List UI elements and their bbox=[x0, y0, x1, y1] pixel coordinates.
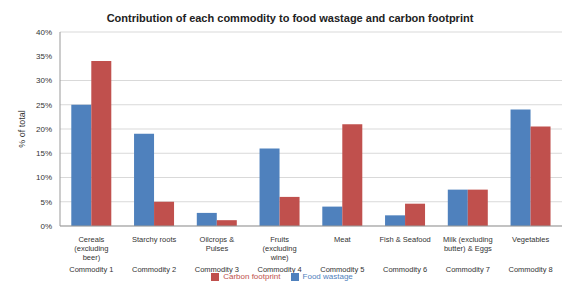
svg-text:Commodity 7: Commodity 7 bbox=[446, 265, 490, 274]
svg-text:(excluding: (excluding bbox=[74, 244, 108, 253]
svg-text:Cereals: Cereals bbox=[78, 235, 104, 244]
svg-text:Pulses: Pulses bbox=[206, 244, 229, 253]
svg-text:Commodity 3: Commodity 3 bbox=[195, 265, 239, 274]
svg-text:40%: 40% bbox=[36, 28, 52, 37]
svg-text:0%: 0% bbox=[40, 222, 52, 231]
svg-text:Commodity 8: Commodity 8 bbox=[509, 265, 553, 274]
svg-text:30%: 30% bbox=[36, 76, 52, 85]
svg-text:Fruits: Fruits bbox=[270, 235, 289, 244]
svg-text:5%: 5% bbox=[40, 198, 52, 207]
svg-text:25%: 25% bbox=[36, 101, 52, 110]
svg-text:Commodity 2: Commodity 2 bbox=[132, 265, 176, 274]
svg-text:Fish & Seafood: Fish & Seafood bbox=[379, 235, 430, 244]
svg-text:Commodity 5: Commodity 5 bbox=[320, 265, 364, 274]
html-text:Food wastage: Food wastage bbox=[302, 272, 353, 281]
svg-text:wine): wine) bbox=[270, 253, 289, 262]
svg-text:Commodity 1: Commodity 1 bbox=[69, 265, 113, 274]
svg-text:Vegetables: Vegetables bbox=[512, 235, 549, 244]
html-text:Contribution of each commodity: Contribution of each commodity to food w… bbox=[106, 12, 474, 24]
html-text:Carbon footprint: Carbon footprint bbox=[223, 272, 281, 281]
svg-text:10%: 10% bbox=[36, 173, 52, 182]
svg-text:(excluding: (excluding bbox=[263, 244, 297, 253]
svg-text:% of total: % of total bbox=[17, 110, 27, 148]
svg-text:Meat: Meat bbox=[334, 235, 352, 244]
svg-text:Commodity 6: Commodity 6 bbox=[383, 265, 427, 274]
svg-text:butter) & Eggs: butter) & Eggs bbox=[444, 244, 492, 253]
svg-text:20%: 20% bbox=[36, 125, 52, 134]
svg-text:Starchy roots: Starchy roots bbox=[132, 235, 176, 244]
svg-text:15%: 15% bbox=[36, 149, 52, 158]
svg-text:35%: 35% bbox=[36, 52, 52, 61]
svg-text:beer): beer) bbox=[83, 253, 101, 262]
svg-text:Milk (excluding: Milk (excluding bbox=[443, 235, 493, 244]
svg-text:Commodity 4: Commodity 4 bbox=[258, 265, 302, 274]
svg-text:Oilcrops &: Oilcrops & bbox=[200, 235, 235, 244]
